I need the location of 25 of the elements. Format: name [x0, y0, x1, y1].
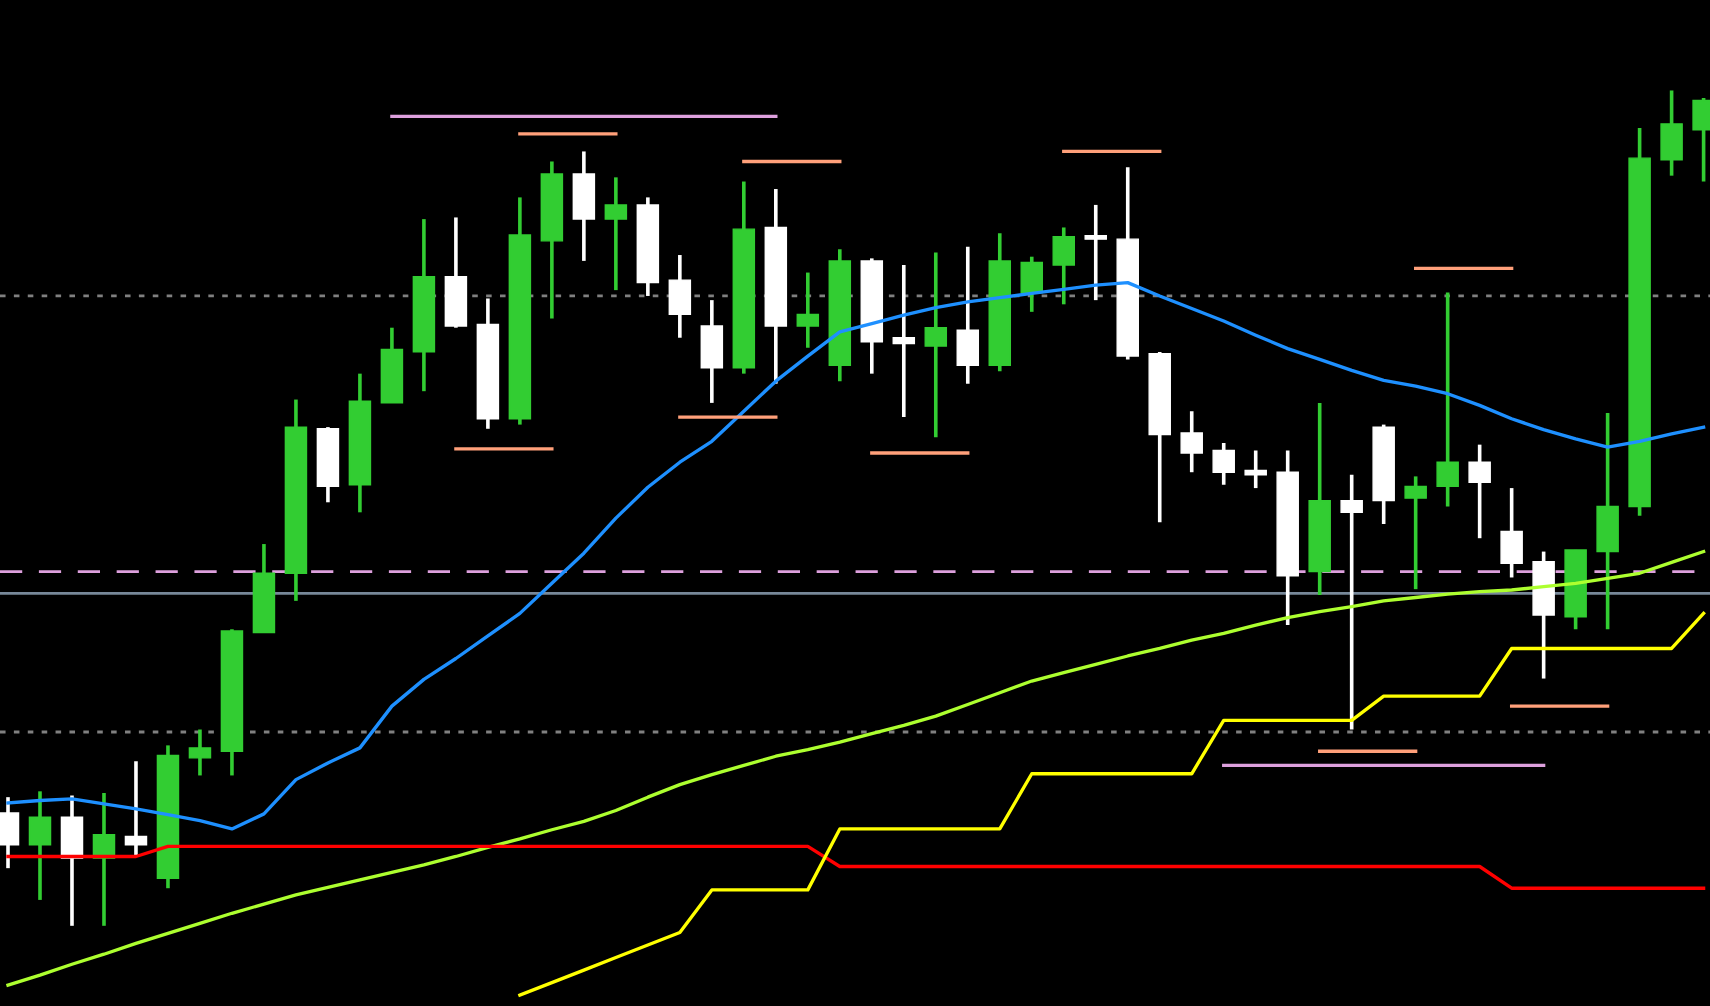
candlestick	[892, 263, 916, 419]
candlestick	[1340, 472, 1363, 732]
candlestick	[1468, 442, 1491, 541]
candlestick	[1660, 88, 1683, 178]
candlestick	[668, 253, 692, 340]
candlestick	[1500, 486, 1523, 580]
candlestick	[924, 250, 948, 439]
candlestick	[1084, 203, 1107, 302]
candlestick	[1180, 409, 1203, 475]
candlestick	[956, 244, 980, 386]
candlestick	[604, 175, 628, 292]
candlestick	[188, 727, 212, 778]
candlestick	[796, 270, 820, 350]
candlestick	[572, 149, 596, 263]
candlestick	[1020, 254, 1044, 314]
candlestick	[1244, 448, 1267, 490]
candlestick	[1052, 225, 1076, 307]
candlestick	[1212, 441, 1235, 487]
candlestick	[60, 793, 84, 928]
candlestick	[1404, 474, 1427, 591]
candlestick	[700, 298, 724, 405]
candlestick	[28, 789, 52, 902]
candlestick	[124, 759, 148, 859]
candlestick	[1596, 411, 1619, 632]
candlestick	[1436, 290, 1459, 509]
